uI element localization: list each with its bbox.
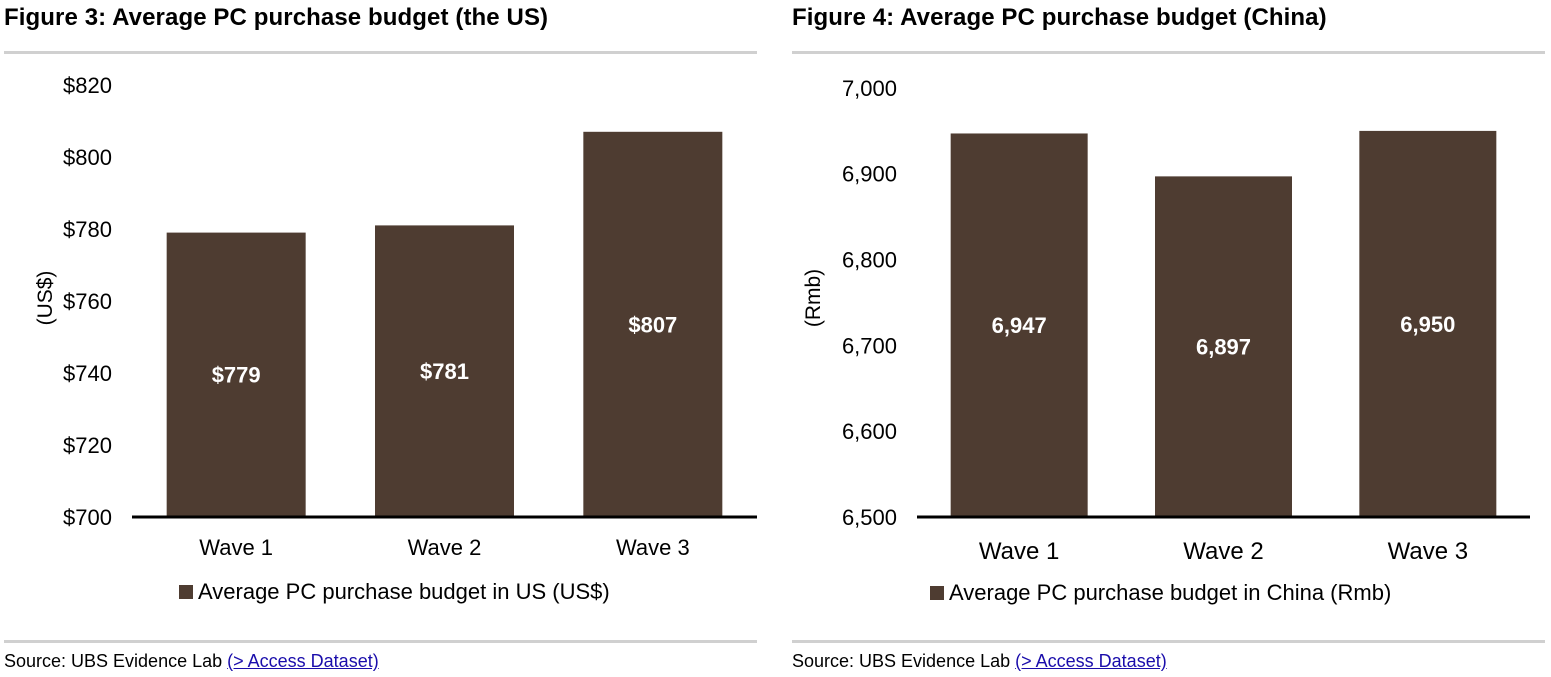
y-tick-label: 6,700 xyxy=(842,333,897,358)
bar xyxy=(583,131,723,518)
y-tick-label: 7,000 xyxy=(842,76,897,101)
bottom-rule xyxy=(4,640,757,643)
source-note: Source: UBS Evidence Lab (> Access Datas… xyxy=(792,651,1167,672)
bar-value-label: 6,950 xyxy=(1400,312,1455,337)
x-category-label: Wave 3 xyxy=(616,535,690,560)
access-dataset-link[interactable]: (> Access Dataset) xyxy=(227,651,379,671)
y-tick-label: $780 xyxy=(63,217,112,242)
legend-swatch xyxy=(179,585,193,599)
bottom-rule xyxy=(792,640,1545,643)
top-rule xyxy=(4,51,757,54)
figure-4-panel: Figure 4: Average PC purchase budget (Ch… xyxy=(792,0,1545,677)
bar xyxy=(1155,176,1292,517)
source-note: Source: UBS Evidence Lab (> Access Datas… xyxy=(4,651,379,672)
bar xyxy=(166,232,306,517)
figure-title: Figure 3: Average PC purchase budget (th… xyxy=(4,4,549,31)
figure-3-panel: Figure 3: Average PC purchase budget (th… xyxy=(4,0,757,677)
us-budget-bar-chart: $700 $720 $740 $760 $780 $800 $820 (US$) $779 Wav… xyxy=(34,73,757,604)
bar-value-label: 6,947 xyxy=(992,313,1047,338)
x-category-label: Wave 1 xyxy=(199,535,273,560)
y-tick-label: 6,900 xyxy=(842,162,897,187)
x-category-label: Wave 3 xyxy=(1388,538,1468,565)
source-text: Source: UBS Evidence Lab xyxy=(792,651,1016,671)
top-rule xyxy=(792,51,1545,54)
x-category-label: Wave 2 xyxy=(408,535,482,560)
y-tick-label: $820 xyxy=(63,73,112,98)
bar-value-label: $807 xyxy=(628,312,677,337)
y-tick-label: 6,800 xyxy=(842,248,897,273)
figure-title: Figure 4: Average PC purchase budget (Ch… xyxy=(792,4,1327,31)
legend-swatch xyxy=(930,586,944,600)
y-tick-label: 6,600 xyxy=(842,419,897,444)
access-dataset-link[interactable]: (> Access Dataset) xyxy=(1015,651,1167,671)
y-tick-label: $760 xyxy=(63,289,112,314)
bar-value-label: $781 xyxy=(420,359,469,384)
x-category-label: Wave 2 xyxy=(1183,538,1263,565)
y-tick-label: 6,500 xyxy=(842,505,897,530)
y-axis-label: (US$) xyxy=(34,271,57,326)
y-axis-label: (Rmb) xyxy=(802,269,825,327)
x-category-label: Wave 1 xyxy=(979,538,1059,565)
legend-label: Average PC purchase budget in US (US$) xyxy=(198,579,610,604)
y-tick-label: $700 xyxy=(63,505,112,530)
bar-value-label: 6,897 xyxy=(1196,335,1251,360)
bar xyxy=(950,133,1088,517)
source-text: Source: UBS Evidence Lab xyxy=(4,651,228,671)
y-tick-label: $740 xyxy=(63,361,112,386)
china-budget-bar-chart: 6,500 6,600 6,700 6,800 6,900 7,000 (Rmb) 6,947… xyxy=(802,76,1530,605)
y-tick-label: $800 xyxy=(63,145,112,170)
y-tick-label: $720 xyxy=(63,433,112,458)
bar xyxy=(1359,130,1497,517)
bar-value-label: $779 xyxy=(212,363,261,388)
legend-label: Average PC purchase budget in China (Rmb… xyxy=(949,580,1391,605)
bar xyxy=(375,225,514,517)
